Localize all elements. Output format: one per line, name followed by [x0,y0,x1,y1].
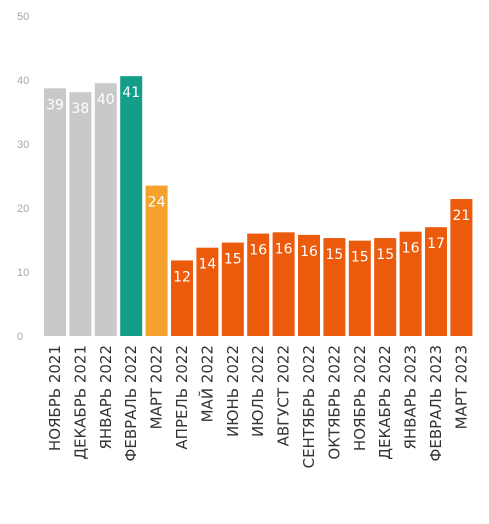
bars [44,76,473,336]
y-tick-label: 40 [17,75,29,87]
category-label: ЯНВАРЬ 2022 [97,345,115,450]
bar-value-label: 38 [71,101,89,117]
bar-value-label: 15 [325,247,343,263]
y-tick-label: 50 [17,11,29,23]
category-label: ЯНВАРЬ 2023 [402,345,420,450]
category-label: МАЙ 2022 [197,345,216,422]
category-label: ОКТЯБРЬ 2022 [325,345,343,460]
bar [247,233,270,336]
category-label: ФЕВРАЛЬ 2023 [427,345,445,462]
bar-value-label: 40 [97,92,115,108]
bar [399,231,422,336]
bar-value-label: 16 [275,241,293,257]
category-label: ФЕВРАЛЬ 2022 [122,345,140,462]
bar-value-label: 15 [351,250,369,266]
bar [323,238,346,336]
y-axis: 0 10 20 30 40 50 [17,11,29,343]
bar-value-label: 24 [148,195,166,211]
category-label: НОЯБРЬ 2022 [351,345,369,451]
bar [450,199,473,336]
category-label: ДЕКАБРЬ 2022 [376,345,394,460]
y-tick-label: 0 [17,331,23,343]
bar [272,232,295,336]
bar-value-label: 16 [402,241,420,257]
bar-value-label: 17 [427,236,445,252]
category-label: ИЮЛЬ 2022 [249,345,267,437]
bar [171,260,193,336]
category-label: МАРТ 2023 [452,345,470,429]
bar-value-label: 16 [300,244,318,260]
bar [69,92,92,336]
bar [374,238,397,336]
category-label: ДЕКАБРЬ 2021 [71,345,89,460]
bar-value-label: 12 [173,269,191,285]
y-tick-label: 20 [17,203,29,215]
bar-value-label: 21 [452,208,470,224]
bar-value-label: 15 [376,247,394,263]
bar [120,76,143,336]
bar-value-label: 41 [122,85,140,101]
category-label: АПРЕЛЬ 2022 [173,345,191,450]
category-label: НОЯБРЬ 2021 [46,345,64,451]
bar-labels: 39 38 40 41 24 12 14 15 16 16 16 15 15 15 16 17 21 [46,85,470,285]
y-tick-label: 30 [17,139,29,151]
category-label: СЕНТЯБРЬ 2022 [300,345,318,468]
bar [196,247,219,336]
bar [94,83,117,336]
bar [221,242,244,336]
category-label: ИЮНЬ 2022 [224,345,242,437]
category-label: АВГУСТ 2022 [275,345,293,446]
category-label: МАРТ 2022 [148,345,166,429]
y-tick-label: 10 [17,267,29,279]
category-labels: НОЯБРЬ 2021 ДЕКАБРЬ 2021 ЯНВАРЬ 2022 ФЕВРАЛ… [46,345,470,468]
bar [145,185,168,336]
bar [44,88,66,336]
bar-value-label: 16 [249,243,267,259]
bar [425,227,447,336]
bar-value-label: 39 [46,97,64,113]
bar [348,240,371,336]
bar-value-label: 15 [224,252,242,268]
bar [298,234,320,336]
bar-value-label: 14 [198,257,216,273]
